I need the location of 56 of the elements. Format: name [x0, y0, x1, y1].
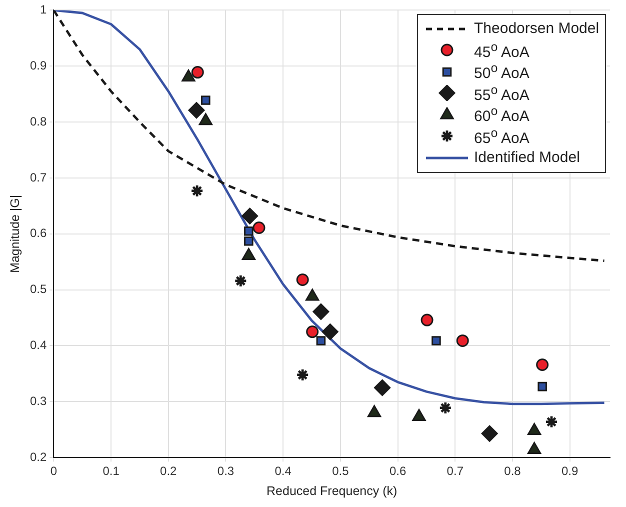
- point: [538, 382, 547, 392]
- x-tick-label: 0.8: [504, 464, 522, 478]
- point: [234, 274, 248, 288]
- legend-label: 45$^{o}$ AoA: [474, 40, 530, 61]
- y-tick-label: 0.2: [30, 450, 47, 464]
- point: [374, 379, 391, 396]
- point: [244, 226, 254, 236]
- y-tick-label: 0.6: [30, 226, 47, 240]
- point: [201, 96, 210, 105]
- x-tick-label: 0.2: [160, 464, 178, 478]
- point: [312, 303, 330, 320]
- point: [191, 66, 204, 79]
- legend-label: Theodorsen Model: [474, 20, 600, 38]
- x-tick-label: 0.5: [332, 464, 350, 478]
- x-tick-label: 0.1: [102, 464, 120, 478]
- y-tick-label: 0.4: [30, 338, 47, 352]
- point: [322, 324, 338, 340]
- point: [316, 336, 326, 346]
- point: [536, 358, 549, 372]
- point: [296, 368, 310, 382]
- x-tick-label: 0.3: [217, 464, 234, 478]
- legend-label: 65$^{o}$ AoA: [474, 126, 530, 147]
- y-tick-label: 0.7: [30, 170, 47, 184]
- point: [527, 442, 542, 454]
- point: [412, 409, 426, 422]
- x-tick-label: 0: [50, 464, 58, 478]
- x-axis-title: Reduced Frequency (k): [266, 484, 398, 498]
- y-tick-label: 0.5: [30, 282, 47, 296]
- legend-label: 50$^{o}$ AoA: [474, 61, 530, 82]
- point: [244, 236, 254, 246]
- point: [242, 208, 258, 224]
- x-tick-label: 0.9: [562, 464, 579, 478]
- x-tick-label: 0.4: [274, 464, 292, 478]
- point: [544, 415, 558, 429]
- y-tick-label: 1: [40, 2, 47, 17]
- y-axis-title: Magnitude |G|: [8, 194, 22, 273]
- y-tick-label: 0.8: [30, 114, 47, 128]
- point: [296, 274, 309, 286]
- x-tick-label: 0.7: [446, 464, 464, 478]
- point: [190, 184, 204, 198]
- point: [438, 401, 452, 415]
- point: [432, 336, 441, 346]
- point: [367, 405, 382, 418]
- point: [527, 423, 542, 436]
- y-tick-label: 0.9: [30, 58, 47, 72]
- point: [252, 222, 266, 234]
- point: [481, 425, 498, 442]
- point: [420, 314, 434, 326]
- point: [306, 326, 319, 338]
- legend-label: 55$^{o}$ AoA: [474, 82, 530, 104]
- legend-label: Identified Model: [474, 149, 580, 166]
- y-tick-label: 0.3: [30, 394, 47, 408]
- x-tick-label: 0.6: [389, 464, 406, 478]
- legend-label: 60$^{o}$ AoA: [474, 104, 530, 126]
- point: [188, 102, 205, 119]
- point: [456, 334, 469, 347]
